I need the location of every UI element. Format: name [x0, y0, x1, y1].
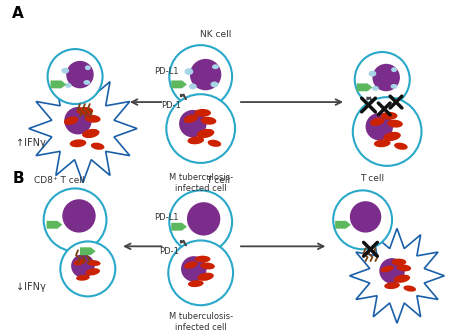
Text: ↓IFNγ: ↓IFNγ	[16, 282, 46, 292]
Circle shape	[350, 201, 381, 233]
Text: CD8⁺ T cell: CD8⁺ T cell	[34, 175, 84, 184]
Circle shape	[169, 191, 232, 253]
Ellipse shape	[368, 71, 376, 77]
Ellipse shape	[85, 115, 100, 123]
Circle shape	[44, 188, 107, 251]
Ellipse shape	[184, 261, 198, 269]
Text: PD-1: PD-1	[161, 100, 181, 110]
Ellipse shape	[187, 136, 204, 144]
Ellipse shape	[387, 120, 403, 128]
Ellipse shape	[372, 86, 379, 91]
Ellipse shape	[384, 282, 400, 289]
Ellipse shape	[208, 140, 221, 147]
Polygon shape	[357, 83, 373, 91]
Ellipse shape	[370, 118, 384, 126]
Ellipse shape	[392, 259, 406, 265]
Ellipse shape	[87, 260, 100, 266]
Ellipse shape	[197, 272, 214, 281]
Circle shape	[190, 59, 221, 90]
Ellipse shape	[393, 275, 410, 283]
Text: PD-1: PD-1	[159, 247, 179, 256]
Ellipse shape	[391, 84, 398, 89]
Text: ↑IFNγ: ↑IFNγ	[16, 138, 46, 148]
Circle shape	[181, 256, 207, 282]
Ellipse shape	[212, 64, 219, 69]
Polygon shape	[29, 74, 137, 183]
Polygon shape	[349, 228, 445, 323]
Ellipse shape	[70, 139, 86, 147]
Circle shape	[169, 45, 232, 108]
Text: PD-L1: PD-L1	[155, 213, 179, 222]
Circle shape	[47, 49, 102, 104]
Ellipse shape	[210, 81, 219, 87]
Ellipse shape	[65, 83, 72, 88]
Polygon shape	[80, 247, 96, 255]
Ellipse shape	[383, 132, 401, 141]
Ellipse shape	[374, 139, 391, 147]
Text: T cell: T cell	[206, 175, 230, 184]
Circle shape	[168, 241, 233, 305]
Ellipse shape	[64, 117, 78, 125]
Text: B: B	[12, 171, 24, 186]
Text: PD-L1: PD-L1	[155, 67, 179, 76]
Polygon shape	[171, 223, 187, 230]
Text: M tuberculosis-
infected cell: M tuberculosis- infected cell	[169, 173, 233, 193]
Ellipse shape	[201, 117, 216, 125]
Circle shape	[64, 107, 92, 134]
Ellipse shape	[83, 80, 90, 85]
Ellipse shape	[381, 112, 398, 120]
Ellipse shape	[85, 268, 100, 276]
Polygon shape	[46, 221, 62, 229]
Ellipse shape	[61, 68, 69, 74]
Ellipse shape	[76, 275, 90, 281]
Circle shape	[379, 258, 405, 284]
Ellipse shape	[82, 129, 100, 138]
Text: A: A	[12, 6, 24, 21]
Circle shape	[71, 254, 95, 278]
Text: NK cell: NK cell	[200, 30, 231, 39]
Ellipse shape	[184, 68, 193, 75]
Ellipse shape	[394, 143, 408, 150]
Circle shape	[179, 110, 207, 137]
Ellipse shape	[391, 67, 397, 72]
Text: M tuberculosis-
infected cell: M tuberculosis- infected cell	[169, 312, 233, 332]
Circle shape	[66, 61, 94, 88]
Ellipse shape	[91, 143, 104, 150]
Ellipse shape	[76, 107, 93, 115]
Polygon shape	[171, 81, 187, 88]
Ellipse shape	[200, 262, 215, 269]
Ellipse shape	[189, 83, 197, 89]
Text: T cell: T cell	[360, 174, 384, 182]
Ellipse shape	[381, 265, 394, 272]
Polygon shape	[335, 221, 351, 229]
Circle shape	[166, 94, 235, 163]
Ellipse shape	[195, 256, 210, 262]
Ellipse shape	[85, 65, 91, 70]
Ellipse shape	[194, 109, 211, 117]
Circle shape	[355, 52, 410, 107]
Ellipse shape	[403, 286, 416, 292]
Circle shape	[62, 199, 96, 233]
Polygon shape	[51, 81, 66, 88]
Circle shape	[365, 113, 393, 140]
Circle shape	[333, 191, 392, 249]
Ellipse shape	[397, 264, 411, 271]
Circle shape	[353, 97, 421, 166]
Circle shape	[60, 242, 115, 296]
Ellipse shape	[184, 115, 198, 123]
Ellipse shape	[197, 129, 214, 138]
Ellipse shape	[74, 259, 86, 265]
Circle shape	[373, 64, 400, 91]
Circle shape	[187, 202, 220, 236]
Ellipse shape	[188, 280, 204, 287]
